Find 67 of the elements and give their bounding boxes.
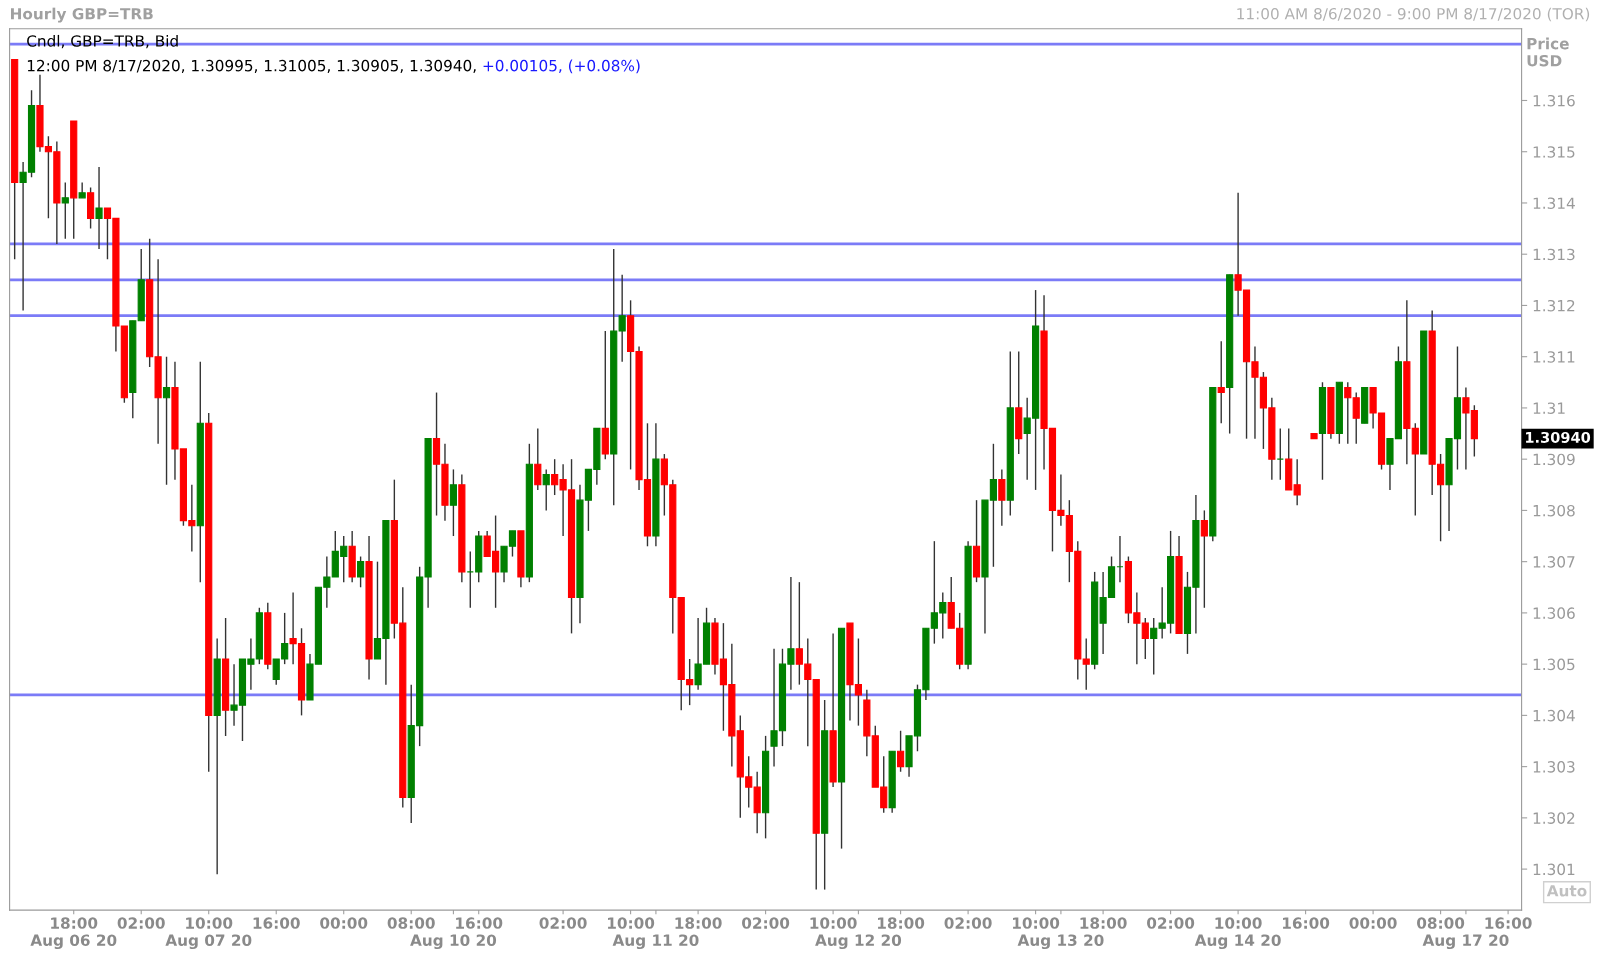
x-tick-label: 10:00 Aug 14 20: [1194, 917, 1281, 950]
x-tick-label: 02:00: [117, 917, 165, 929]
annotation: +0.00105, (+0.08%): [483, 59, 640, 74]
x-tick-label: 00:00: [320, 917, 368, 929]
x-tick-label: 10:00: [1013, 917, 1060, 929]
y-tick-label: 1.303: [1533, 761, 1575, 773]
x-tick-label: 18:00: [675, 917, 722, 929]
text: 1.30940: [1526, 431, 1591, 443]
x-tick-label: 18:00: [878, 917, 925, 929]
x-tick-label: 08:00: [387, 917, 435, 929]
x-tick-label: 10:00: [810, 917, 857, 929]
x-tick-label: 16:00: [1485, 917, 1532, 929]
candlestick: [1217, 340, 1225, 424]
y-tick-label: 1.307: [1533, 556, 1575, 568]
candlestick: [1352, 391, 1360, 445]
y-tick-label: 1.304: [1533, 709, 1575, 722]
candlestick: [449, 468, 458, 537]
y-tick-label: 1.305: [1533, 658, 1575, 671]
candlestick: [534, 427, 542, 491]
candlestick: [1200, 509, 1208, 609]
y-tick-label: 1.314: [1533, 197, 1575, 209]
candlestick: [998, 468, 1006, 527]
chart-subtitle: 11:00 AM 8/6/2020 - 9:00 PM 8/17/2020 (TOR): [1237, 7, 1590, 22]
x-tick-label: 10:00: [608, 917, 655, 929]
x-tick-label: 02:00: [742, 917, 790, 929]
candlestick: [162, 355, 171, 486]
y-tick-label: 1.315: [1533, 146, 1575, 158]
x-tick-label: 08:00: [1417, 917, 1465, 929]
x-tick-label: Aug 11 20: [612, 934, 699, 950]
x-tick-label: 02:00: [944, 917, 992, 929]
y-tick-label: 1.308: [1533, 504, 1575, 517]
annotation: 12:00 PM 8/17/2020, 1.30995, 1.31005, 1.30905, 1.30940,: [27, 59, 476, 73]
x-tick-label: 16:00: [456, 917, 503, 929]
x-tick-label: Aug 12 20: [815, 934, 902, 950]
x-tick-label: 02:00: [539, 917, 587, 929]
candlestick: [1082, 637, 1090, 691]
y-tick-label: 1.313: [1533, 248, 1575, 261]
y-tick-label: 1.306: [1533, 607, 1575, 619]
annotation: Cndl, GBP=TRB, Bid: [27, 34, 178, 49]
x-tick-label: 10:00 Aug 07 20: [165, 917, 252, 950]
x-tick-label: 00:00: [1349, 917, 1397, 929]
x-tick-label: Aug 17 20: [1422, 934, 1509, 950]
y-tick-label: 1.309: [1533, 453, 1575, 466]
y-tick-label: 1.316: [1533, 94, 1575, 107]
y-tick-label: 1.301: [1533, 863, 1575, 876]
candlestick: [95, 166, 103, 250]
candlestick: [466, 550, 474, 609]
text: Auto: [1546, 885, 1587, 897]
y-tick-label: 1.302: [1533, 812, 1575, 824]
y-tick-label: 1.311: [1533, 351, 1575, 363]
y-tick-label: 1.312: [1533, 299, 1575, 312]
x-tick-label: 18:00: [1080, 917, 1127, 929]
candlestick: [897, 730, 905, 773]
x-tick-label: Aug 10 20: [410, 934, 497, 950]
y-axis-title: Price USD: [1527, 37, 1569, 67]
x-tick-label: 02:00: [1147, 917, 1195, 929]
y-tick-label: 1.31: [1533, 402, 1565, 414]
candlestick: [1344, 381, 1352, 445]
candlestick: [78, 181, 86, 199]
candlestick: [357, 555, 365, 588]
candlestick: [542, 468, 550, 512]
x-tick-label: 16:00: [1283, 917, 1330, 929]
x-tick-label: Aug 13 20: [1017, 934, 1104, 950]
x-tick-label: 16:00: [253, 917, 300, 929]
chart-title: Hourly GBP=TRB: [11, 7, 153, 23]
x-tick-label: 18:00 Aug 06 20: [30, 917, 117, 950]
candlestick: [61, 181, 69, 240]
